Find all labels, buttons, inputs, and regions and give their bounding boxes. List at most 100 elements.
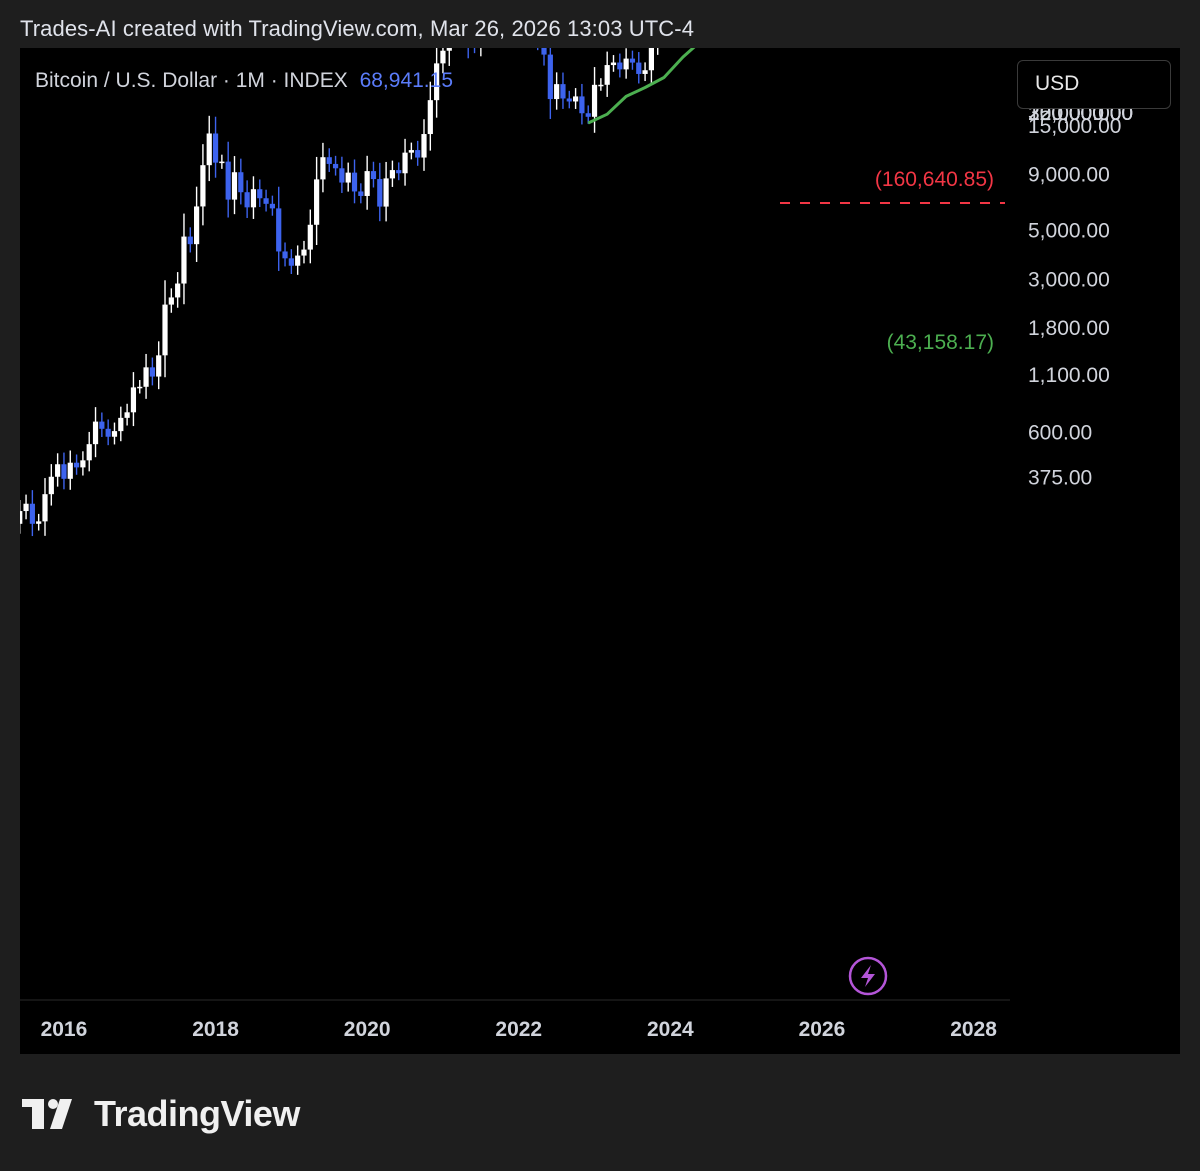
candle-body <box>598 84 604 87</box>
symbol-name: Bitcoin / U.S. Dollar · 1M · INDEX <box>35 69 348 92</box>
candle-body <box>383 178 389 207</box>
candle-body <box>636 62 642 74</box>
candle-body <box>276 208 282 252</box>
candle-body <box>67 462 73 479</box>
candle-body <box>629 58 636 63</box>
candle-body <box>591 84 598 117</box>
candle-body <box>225 161 231 200</box>
candle-body <box>364 171 370 196</box>
candle-body <box>610 62 617 66</box>
x-tick-label: 2022 <box>495 1018 542 1041</box>
candle-body <box>326 157 332 164</box>
candle-body <box>263 198 269 204</box>
candle-body <box>623 58 629 70</box>
candle-body <box>415 150 421 158</box>
price-axis <box>1010 48 1180 1000</box>
candle-body <box>560 84 566 99</box>
candle-body <box>301 249 307 256</box>
candle-body <box>168 297 174 305</box>
candle-body <box>351 172 358 192</box>
candle-body <box>238 172 244 193</box>
candle-body <box>42 494 48 522</box>
candle-body <box>29 503 35 524</box>
chart-attribution: Trades-AI created with TradingView.com, … <box>20 16 695 41</box>
candle-body <box>105 428 111 437</box>
candle-body <box>377 179 383 207</box>
y-tick-label: 15,000.00 <box>1028 115 1121 138</box>
y-tick-label: 5,000.00 <box>1028 220 1110 243</box>
tradingview-footer: TradingView <box>22 1092 300 1136</box>
candle-body <box>80 460 86 468</box>
legend-last-price: 68,941.15 <box>359 69 454 92</box>
candle-body <box>250 189 257 208</box>
candle-body <box>345 172 351 183</box>
x-tick-label: 2018 <box>192 1018 239 1041</box>
candle-body <box>137 386 143 389</box>
candle-body <box>282 251 288 259</box>
x-tick-label: 2020 <box>344 1018 391 1041</box>
y-tick-label: 600.00 <box>1028 422 1092 445</box>
candle-body <box>111 431 118 437</box>
candle-body <box>194 206 200 245</box>
candle-body <box>269 203 275 209</box>
candle-body <box>92 421 99 445</box>
currency-button[interactable]: USD <box>1017 60 1171 109</box>
candle-body <box>231 172 238 200</box>
candle-body <box>396 170 402 174</box>
candle-body <box>206 133 212 166</box>
candle-body <box>118 417 124 432</box>
x-tick-label: 2016 <box>41 1018 88 1041</box>
candle-body <box>143 367 149 387</box>
candles-group <box>20 48 659 537</box>
lightning-bolt-glyph <box>861 965 875 987</box>
candle-body <box>48 476 54 495</box>
candle-body <box>320 157 326 180</box>
candle-body <box>421 134 427 158</box>
candle-body <box>73 462 80 468</box>
candle-body <box>566 98 572 102</box>
candle-body <box>175 283 181 298</box>
y-tick-label: 3,000.00 <box>1028 268 1110 291</box>
candle-body <box>124 412 130 418</box>
candle-body <box>187 236 193 245</box>
candlestick-chart[interactable]: 320,000.00200,000.00120,000.0025,000.001… <box>20 48 1180 1054</box>
candle-body <box>219 161 225 164</box>
candle-body <box>314 179 320 225</box>
y-tick-label: 1,100.00 <box>1028 364 1110 387</box>
candle-body <box>554 84 560 100</box>
candle-body <box>648 48 654 71</box>
candle-body <box>288 258 294 266</box>
y-tick-label: 9,000.00 <box>1028 164 1110 187</box>
candle-body <box>573 96 579 102</box>
moving-average-label: (43,158.17) <box>887 331 994 354</box>
candle-body <box>149 367 155 377</box>
candle-body <box>642 70 648 74</box>
candle-body <box>427 100 433 135</box>
candle-body <box>61 464 67 479</box>
candle-body <box>156 355 162 377</box>
tradingview-logo-icon <box>22 1099 72 1129</box>
x-tick-label: 2028 <box>950 1018 997 1041</box>
candle-body <box>130 387 137 413</box>
lightning-bolt-icon <box>848 956 888 996</box>
symbol-legend: Bitcoin / U.S. Dollar · 1M · INDEX 68,94… <box>35 69 453 93</box>
candle-body <box>99 421 105 429</box>
candle-body <box>547 54 553 100</box>
candle-body <box>389 170 396 179</box>
candle-body <box>541 48 547 55</box>
candle-body <box>585 113 591 117</box>
candle-body <box>162 304 168 356</box>
chart-panel[interactable]: 320,000.00 200,000.00 120,000.00 25,000.00 1… <box>20 48 1180 1054</box>
x-label-mask <box>1010 1010 1180 1054</box>
candle-body <box>358 191 364 196</box>
candle-body <box>440 50 446 64</box>
x-tick-label: 2024 <box>647 1018 694 1041</box>
candle-body <box>86 444 92 461</box>
candle-body <box>434 63 440 101</box>
candle-body <box>408 150 414 153</box>
candle-body <box>332 163 339 169</box>
candle-body <box>181 236 187 284</box>
tradingview-wordmark: TradingView <box>94 1093 300 1134</box>
candle-body <box>200 165 206 207</box>
candle-body <box>295 255 301 266</box>
